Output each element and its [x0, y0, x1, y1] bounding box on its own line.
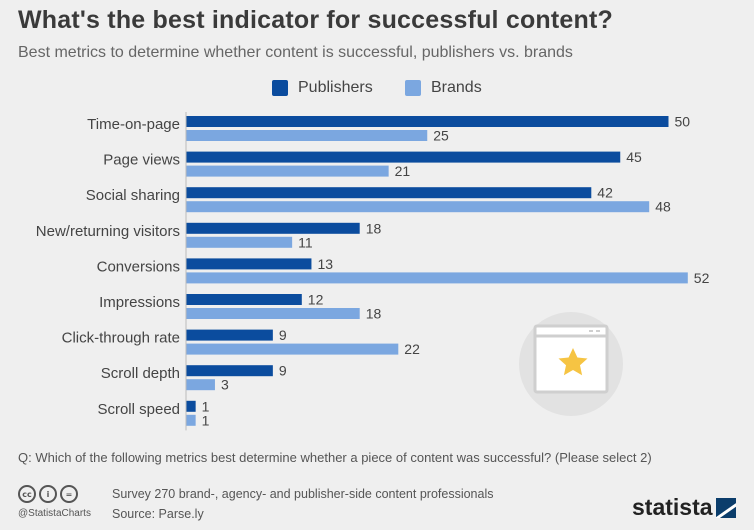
- legend-label-brands: Brands: [431, 79, 482, 96]
- bar-chart: Time-on-page 50 25 Page views 45 21 Social sha…: [36, 112, 710, 431]
- bar-brands-page-views: [186, 165, 389, 177]
- no-derivatives-icon: =: [60, 485, 78, 503]
- category-label-social-sharing: Social sharing: [86, 187, 180, 204]
- value-label-brands-impressions: 18: [366, 306, 382, 322]
- category-label-scroll-depth: Scroll depth: [101, 365, 180, 382]
- value-label-brands-social-sharing: 48: [655, 199, 671, 215]
- cc-icon: cc: [18, 485, 36, 503]
- bar-publishers-new-returning-visitors: [186, 222, 360, 234]
- survey-note: Survey 270 brand-, agency- and publisher…: [112, 487, 494, 501]
- bar-brands-time-on-page: [186, 130, 428, 141]
- legend-item-brands: Brands: [405, 79, 482, 97]
- category-label-scroll-speed: Scroll speed: [97, 401, 180, 418]
- value-label-brands-time-on-page: 25: [433, 128, 449, 144]
- bar-publishers-conversions: [186, 258, 312, 270]
- bar-publishers-time-on-page: [186, 116, 669, 127]
- value-label-publishers-time-on-page: 50: [675, 114, 691, 130]
- legend-swatch-publishers: [272, 80, 288, 96]
- value-label-publishers-conversions: 13: [317, 256, 333, 272]
- legend-label-publishers: Publishers: [298, 79, 373, 96]
- value-label-brands-new-returning-visitors: 11: [298, 234, 313, 250]
- source-note: Source: Parse.ly: [112, 507, 204, 521]
- value-label-brands-conversions: 52: [694, 270, 710, 286]
- value-label-publishers-scroll-depth: 9: [279, 363, 287, 379]
- bar-brands-scroll-depth: [186, 379, 215, 391]
- bar-brands-social-sharing: [186, 201, 650, 213]
- value-label-brands-scroll-speed: 1: [202, 412, 210, 428]
- category-label-page-views: Page views: [103, 152, 180, 169]
- bar-publishers-click-through-rate: [186, 329, 273, 341]
- bar-publishers-page-views: [186, 151, 621, 163]
- value-label-brands-scroll-depth: 3: [221, 377, 229, 393]
- value-label-brands-page-views: 21: [395, 163, 411, 179]
- bar-publishers-scroll-speed: [186, 400, 196, 412]
- browser-star-illustration: [519, 312, 623, 421]
- statista-logo-icon: [715, 497, 736, 518]
- bar-brands-scroll-speed: [186, 414, 196, 426]
- bar-publishers-impressions: [186, 294, 302, 305]
- brand-name: statista: [632, 494, 713, 520]
- category-label-impressions: Impressions: [99, 294, 180, 311]
- category-label-conversions: Conversions: [97, 258, 180, 275]
- bar-brands-impressions: [186, 308, 360, 319]
- value-label-publishers-impressions: 12: [308, 292, 324, 308]
- star-icon: [558, 348, 588, 376]
- attribution-icon: i: [39, 485, 57, 503]
- bar-brands-new-returning-visitors: [186, 236, 293, 248]
- value-label-publishers-scroll-speed: 1: [202, 398, 210, 414]
- value-label-publishers-click-through-rate: 9: [279, 327, 287, 343]
- chart-subtitle: Best metrics to determine whether conten…: [18, 44, 573, 61]
- category-label-new-returning-visitors: New/returning visitors: [36, 223, 180, 240]
- value-label-publishers-new-returning-visitors: 18: [366, 220, 382, 236]
- category-label-click-through-rate: Click-through rate: [62, 330, 180, 347]
- bar-brands-conversions: [186, 272, 688, 284]
- twitter-handle: @StatistaCharts: [18, 508, 91, 519]
- legend-item-publishers: Publishers: [272, 79, 373, 97]
- bar-publishers-scroll-depth: [186, 365, 273, 377]
- license-icons: cc i =: [18, 485, 78, 503]
- chart-title: What's the best indicator for successful…: [18, 6, 613, 34]
- category-label-time-on-page: Time-on-page: [87, 116, 180, 133]
- survey-question: Q: Which of the following metrics best d…: [18, 450, 652, 465]
- value-label-publishers-page-views: 45: [626, 149, 642, 165]
- value-label-publishers-social-sharing: 42: [597, 185, 613, 201]
- legend-swatch-brands: [405, 80, 421, 96]
- value-label-brands-click-through-rate: 22: [404, 341, 420, 357]
- legend: Publishers Brands: [0, 79, 754, 101]
- statista-logo[interactable]: statista: [632, 494, 736, 521]
- bar-publishers-social-sharing: [186, 187, 592, 199]
- bar-brands-click-through-rate: [186, 343, 399, 355]
